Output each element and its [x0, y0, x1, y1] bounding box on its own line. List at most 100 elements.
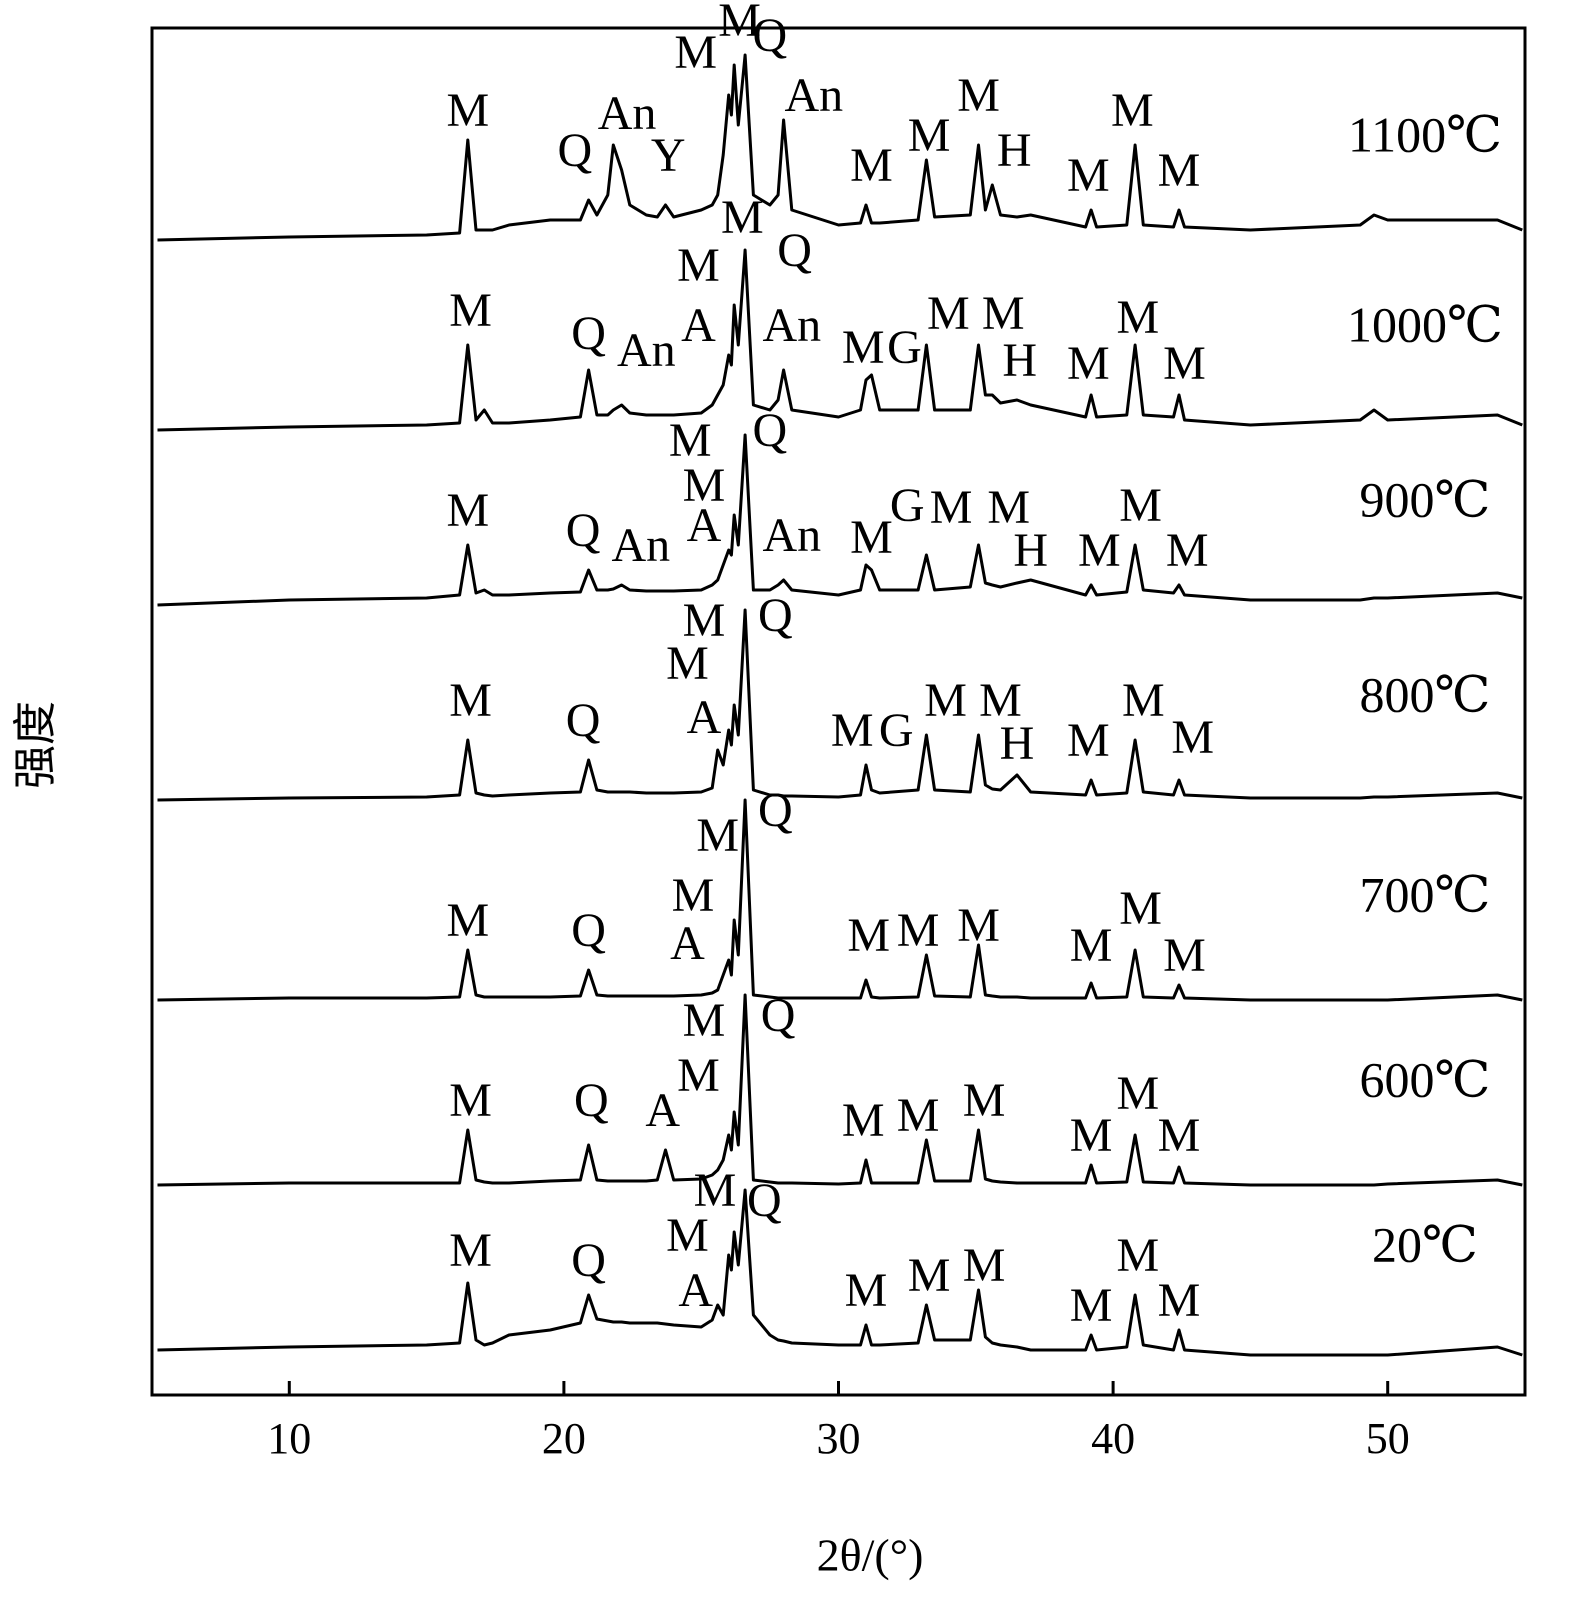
peak-label: M [1163, 337, 1206, 390]
x-tick-label: 50 [1366, 1414, 1410, 1463]
peak-label: Y [651, 129, 686, 182]
peak-label: M [979, 674, 1022, 727]
x-axis-label: 2θ/(°) [817, 1530, 924, 1581]
peak-label: M [1119, 882, 1162, 935]
peak-label: M [842, 1094, 885, 1147]
peak-label: M [1067, 714, 1110, 767]
peak-label: A [687, 691, 722, 744]
peak-label: Q [566, 694, 601, 747]
peak-label: M [446, 84, 489, 137]
peak-label: M [449, 674, 492, 727]
peak-label: Q [574, 1074, 609, 1127]
xrd-pattern [157, 608, 1523, 802]
peak-label: H [997, 124, 1032, 177]
x-tick-label: 10 [267, 1414, 311, 1463]
peak-label: M [1078, 524, 1121, 577]
peak-label: A [670, 917, 705, 970]
peak-label: M [1070, 1279, 1113, 1332]
peak-label: M [1116, 291, 1159, 344]
peak-label: M [694, 1164, 737, 1217]
peak-label: M [1116, 1229, 1159, 1282]
xrd-pattern [157, 248, 1523, 432]
peak-label: M [1119, 479, 1162, 532]
xrd-pattern [157, 993, 1523, 1187]
peak-label: M [1070, 919, 1113, 972]
peak-label: M [446, 484, 489, 537]
xrd-pattern [157, 798, 1523, 1002]
peak-label: M [449, 1074, 492, 1127]
peak-label: M [672, 869, 715, 922]
peak-label: M [1158, 1274, 1201, 1327]
peak-label: M [669, 414, 712, 467]
peak-label: M [696, 809, 739, 862]
peak-label: M [1166, 524, 1209, 577]
peak-label: H [1000, 717, 1035, 770]
xrd-pattern [157, 53, 1523, 242]
peak-label: M [1116, 1067, 1159, 1120]
peak-label: M [449, 284, 492, 337]
peak-label: M [850, 139, 893, 192]
peak-label: An [762, 299, 821, 352]
peak-label: M [666, 637, 709, 690]
peak-label: An [598, 87, 657, 140]
peak-label: M [897, 904, 940, 957]
peak-label: M [957, 899, 1000, 952]
peak-label: M [908, 109, 951, 162]
peak-label: M [1070, 1109, 1113, 1162]
peak-label: M [987, 481, 1030, 534]
peak-label: M [831, 704, 874, 757]
series-label: 800℃ [1360, 666, 1491, 722]
peak-label: M [683, 459, 726, 512]
peak-label: M [924, 674, 967, 727]
peak-label: Q [571, 904, 606, 957]
series-label: 1100℃ [1348, 106, 1502, 162]
peak-label: M [683, 994, 726, 1047]
xrd-pattern [157, 433, 1523, 607]
peak-label: M [850, 511, 893, 564]
series-label: 700℃ [1360, 866, 1491, 922]
peak-label: M [446, 894, 489, 947]
peak-label: M [927, 287, 970, 340]
series-label: 1000℃ [1347, 296, 1503, 352]
peak-label: M [718, 0, 761, 47]
peak-label: A [687, 499, 722, 552]
peak-label: M [963, 1074, 1006, 1127]
peak-label: An [762, 509, 821, 562]
peak-label: Q [571, 307, 606, 360]
peak-label: An [784, 69, 843, 122]
peak-label: Q [571, 1234, 606, 1287]
peak-label: Q [761, 989, 796, 1042]
x-tick-label: 20 [542, 1414, 586, 1463]
peak-label: M [963, 1239, 1006, 1292]
peak-label: M [677, 1049, 720, 1102]
peak-label: G [887, 321, 922, 374]
peak-label: M [1111, 84, 1154, 137]
peak-label: An [617, 324, 676, 377]
peak-label: M [1067, 149, 1110, 202]
peak-label: M [674, 26, 717, 79]
peak-label: A [678, 1264, 713, 1317]
series-label: 900℃ [1360, 471, 1491, 527]
series-label: 20℃ [1372, 1216, 1478, 1272]
peak-label: M [666, 1209, 709, 1262]
peak-label: M [677, 239, 720, 292]
peak-label: M [845, 1264, 888, 1317]
peak-label: Q [558, 124, 593, 177]
peak-label: M [683, 594, 726, 647]
peak-label: M [1067, 337, 1110, 390]
x-tick-label: 40 [1091, 1414, 1135, 1463]
peak-label: Q [753, 404, 788, 457]
xrd-pattern [157, 1188, 1523, 1357]
y-axis-label: 强度 [11, 701, 60, 789]
peak-label: M [1158, 1109, 1201, 1162]
peak-label: G [890, 479, 925, 532]
peak-label: M [847, 909, 890, 962]
peak-label: M [957, 69, 1000, 122]
peak-label: H [1013, 524, 1048, 577]
peak-label: M [930, 481, 973, 534]
peak-label: Q [566, 504, 601, 557]
peak-label: M [908, 1249, 951, 1302]
peak-label: Q [753, 9, 788, 62]
peak-label: M [897, 1089, 940, 1142]
